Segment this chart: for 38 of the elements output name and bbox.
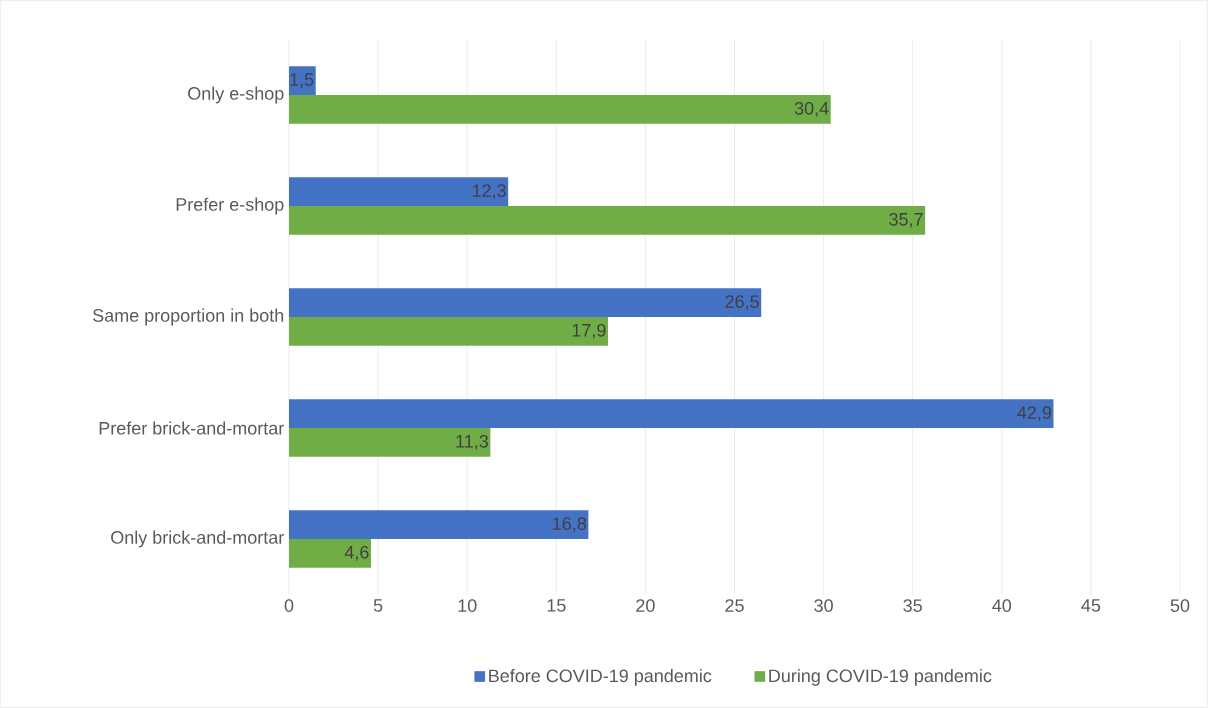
- y-tick-label: Only e-shop: [188, 86, 284, 104]
- bar: [289, 177, 509, 207]
- data-label: 17,9: [572, 323, 606, 339]
- x-tick-label: 30: [814, 599, 833, 612]
- x-tick-label: 35: [903, 599, 922, 612]
- y-tick-label: Prefer brick-and-mortar: [99, 421, 284, 435]
- x-tick-label: 45: [1081, 599, 1101, 612]
- y-tick-label: Same proportion in both: [92, 308, 284, 326]
- legend-label: During COVID-19 pandemic: [769, 668, 992, 686]
- x-tick-label: 15: [547, 599, 566, 612]
- bar: [289, 539, 371, 568]
- data-label: 11,3: [456, 434, 488, 450]
- data-label: 1,5: [290, 73, 314, 89]
- bar: [289, 399, 1054, 429]
- bar: [289, 288, 762, 318]
- x-tick-label: 5: [373, 599, 383, 612]
- bar: [289, 317, 608, 346]
- bar: [289, 66, 316, 96]
- data-label: 16,8: [553, 517, 586, 533]
- bar: [289, 428, 491, 457]
- x-tick-label: 20: [636, 599, 655, 612]
- data-label: 42,9: [1017, 406, 1052, 422]
- y-tick-label: Only brick-and-mortar: [111, 530, 284, 548]
- x-tick-label: 40: [992, 599, 1012, 612]
- x-tick-label: 0: [284, 599, 294, 612]
- data-label: 35,7: [889, 212, 923, 228]
- bar: [289, 206, 926, 235]
- y-tick-label: Prefer e-shop: [176, 197, 284, 215]
- x-tick-label: 50: [1170, 599, 1190, 612]
- bar: [289, 95, 831, 124]
- data-label: 26,5: [725, 295, 759, 311]
- x-tick-label: 25: [725, 599, 744, 612]
- bar: [289, 510, 589, 540]
- data-label: 30,4: [794, 101, 829, 117]
- data-label: 4,6: [344, 545, 369, 561]
- x-tick-label: 10: [458, 599, 477, 612]
- legend-label: Before COVID-19 pandemic: [489, 668, 712, 686]
- data-label: 12,3: [472, 184, 506, 200]
